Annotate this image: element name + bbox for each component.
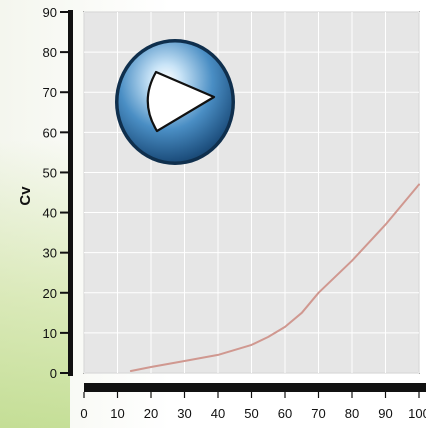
y-axis-line [68,10,73,376]
y-tick-label: 70 [43,85,57,100]
y-tick-label: 10 [43,326,57,341]
x-axis-bar [84,383,426,392]
x-tick-label: 20 [144,406,158,421]
x-tick-label: 10 [110,406,124,421]
x-tick-label: 90 [378,406,392,421]
x-tick-label: 40 [211,406,225,421]
y-tick-label: 30 [43,246,57,261]
y-tick-label: 90 [43,5,57,20]
y-axis-label: Cv [17,186,34,206]
y-tick-label: 60 [43,125,57,140]
y-tick-label: 40 [43,206,57,221]
y-tick-label: 50 [43,165,57,180]
play-icon [146,70,216,133]
y-tick-label: 0 [50,366,57,381]
y-tick-label: 80 [43,45,57,60]
axes [60,10,426,398]
x-tick-label: 60 [278,406,292,421]
x-tick-label: 30 [177,406,191,421]
series-line [129,183,420,372]
tick-labels: 0 10 20 30 40 50 60 70 80 90 0 10 20 30 40 50 60 70 80 90 10… [43,5,426,421]
x-tick-label: 0 [80,406,87,421]
x-tick-label: 100 [408,406,426,421]
x-tick-label: 70 [311,406,325,421]
play-button[interactable] [115,39,235,165]
x-tick-label: 50 [244,406,258,421]
series [129,183,420,372]
grid [83,11,420,374]
x-tick-label: 80 [345,406,359,421]
y-tick-label: 20 [43,286,57,301]
